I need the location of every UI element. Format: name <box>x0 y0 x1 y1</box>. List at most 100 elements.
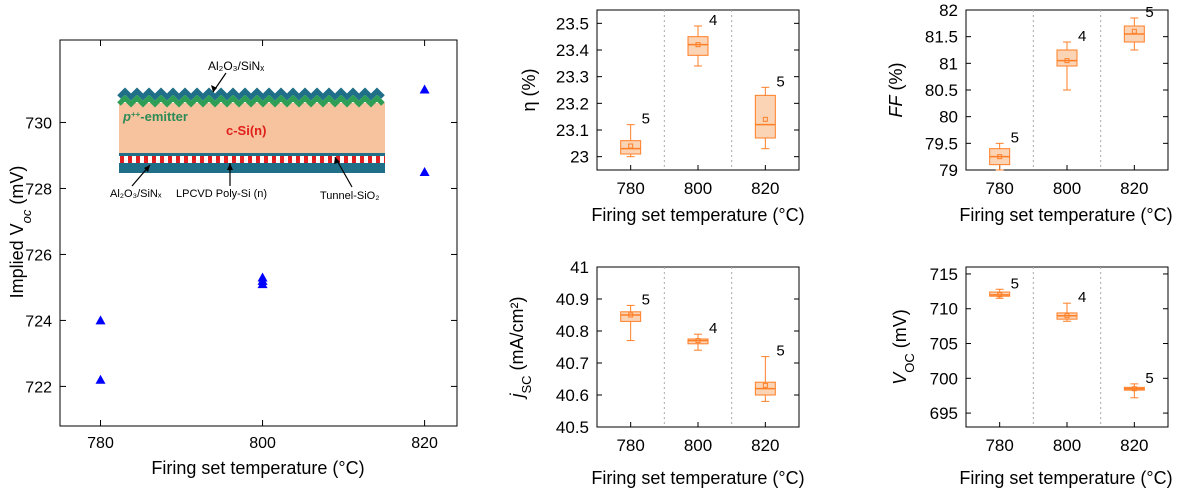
count-label: 5 <box>776 73 784 90</box>
y-tick-label: 724 <box>25 313 52 330</box>
axes-ticks: 780 800 820 722 724 726 728 730 <box>25 40 457 452</box>
iqr-box <box>754 94 776 139</box>
mean-marker <box>1131 28 1137 34</box>
triangle-marker <box>419 166 430 176</box>
triangle-marker <box>257 272 268 282</box>
mean-marker <box>762 382 768 388</box>
y-tick-label: 79.5 <box>925 134 958 153</box>
x-tick-label: 780 <box>985 436 1013 455</box>
x-tick-label: 780 <box>616 179 644 198</box>
chart-body: 695 700 705 710 715 780 800 820 5 4 5 <box>930 265 1168 455</box>
box-780: 5 <box>989 275 1019 299</box>
count-label: 5 <box>776 343 784 360</box>
box-800: 4 <box>1056 28 1086 91</box>
x-tick-label: 820 <box>411 435 438 452</box>
voc-chart: 695 700 705 710 715 780 800 820 5 4 5 VOC (mV) Fir… <box>890 265 1173 488</box>
layer-green-emitter <box>117 94 385 108</box>
mean-marker <box>628 312 634 318</box>
x-tick-label: 780 <box>985 179 1013 198</box>
x-axis-label: Firing set temperature (°C) <box>151 458 364 478</box>
count-label: 5 <box>1011 275 1019 292</box>
layer-teal-passivation <box>117 87 385 101</box>
y-tick-label: 23.2 <box>556 94 589 113</box>
y-tick-label: 80 <box>939 108 958 127</box>
y-tick-label: 730 <box>25 115 52 132</box>
x-tick-label: 800 <box>684 179 712 198</box>
cell-schematic-inset: Al₂O₃/SiNₓ p++-emitter c-Si(n) Al₂O₃/SiN… <box>110 59 385 202</box>
y-axis-label: Implied Voc (mV) <box>7 166 34 299</box>
iqr-box <box>687 36 709 56</box>
count-label: 4 <box>709 320 717 337</box>
x-axis-label: Firing set temperature (°C) <box>591 468 804 488</box>
count-label: 4 <box>1078 289 1086 306</box>
count-label: 4 <box>1078 28 1086 45</box>
y-tick-label: 710 <box>930 300 958 319</box>
y-tick-label: 726 <box>25 247 52 264</box>
x-tick-label: 820 <box>751 179 779 198</box>
layer-rear-passivation <box>119 163 385 173</box>
y-axis-label: VOC (mV) <box>890 309 917 385</box>
mean-marker <box>695 338 701 344</box>
x-tick-label: 800 <box>1053 179 1081 198</box>
mean-marker <box>997 292 1003 298</box>
mean-marker <box>1064 58 1070 64</box>
rear-passivation-label: Al₂O₃/SiNₓ <box>110 188 162 200</box>
y-tick-label: 695 <box>930 404 958 423</box>
triangle-marker <box>419 84 430 94</box>
y-tick-label: 41 <box>570 258 589 277</box>
box-820: 5 <box>754 73 785 150</box>
top-label-arrowhead <box>211 85 217 92</box>
mean-marker <box>762 116 768 122</box>
emitter-label: p++-emitter <box>122 109 188 124</box>
y-tick-label: 40.6 <box>556 386 589 405</box>
y-tick-label: 722 <box>25 379 52 396</box>
y-tick-label: 40.9 <box>556 290 589 309</box>
y-tick-label: 40.5 <box>556 418 589 437</box>
box-780: 5 <box>620 291 650 342</box>
tunnel-label-arrowhead <box>334 157 340 164</box>
y-tick-label: 23.3 <box>556 68 589 87</box>
box-800: 4 <box>687 12 717 67</box>
count-label: 5 <box>642 111 650 128</box>
triangle-marker <box>95 315 106 325</box>
y-tick-label: 80.5 <box>925 81 958 100</box>
x-tick-label: 800 <box>249 435 276 452</box>
box-820: 5 <box>754 343 785 402</box>
y-axis-label: jSC (mA/cm²) <box>507 296 534 400</box>
box-820: 5 <box>1123 370 1154 399</box>
count-label: 4 <box>709 12 717 29</box>
y-tick-label: 81.5 <box>925 28 958 47</box>
y-tick-label: 700 <box>930 369 958 388</box>
y-tick-label: 81 <box>939 54 958 73</box>
y-tick-label: 23 <box>570 148 589 167</box>
layer-tunnel-oxide <box>119 153 385 156</box>
box-820: 5 <box>1123 4 1154 51</box>
y-tick-label: 705 <box>930 335 958 354</box>
x-axis-label: Firing set temperature (°C) <box>959 468 1172 488</box>
efficiency-chart: 23 23.1 23.2 23.3 23.4 23.5 780 800 820 5 4 5 η (%)… <box>519 9 805 225</box>
count-label: 5 <box>1145 4 1153 21</box>
implied-voc-chart: Al₂O₃/SiNₓ p++-emitter c-Si(n) Al₂O₃/SiN… <box>7 39 458 478</box>
plot-frame <box>59 39 458 427</box>
box-800: 4 <box>1056 289 1086 322</box>
chart-body: 40.5 40.6 40.7 40.8 40.9 41 780 800 820 5 4 5 <box>556 258 799 455</box>
x-axis-label: Firing set temperature (°C) <box>959 205 1172 225</box>
plot-frame <box>965 266 1169 428</box>
mean-marker <box>997 154 1003 160</box>
y-tick-label: 23.1 <box>556 121 589 140</box>
mean-marker <box>1064 313 1070 319</box>
poly-si-label: LPCVD Poly-Si (n) <box>176 188 267 200</box>
bulk-label: c-Si(n) <box>226 123 266 138</box>
rear-label-arrowhead <box>144 165 150 172</box>
count-label: 5 <box>1145 370 1153 387</box>
y-tick-label: 40.8 <box>556 322 589 341</box>
mean-marker <box>628 143 634 149</box>
y-tick-label: 79 <box>939 161 958 180</box>
y-axis-label: η (%) <box>519 68 539 111</box>
layer-poly-si <box>119 156 385 163</box>
data-points <box>95 84 430 384</box>
y-tick-label: 23.5 <box>556 14 589 33</box>
x-tick-label: 800 <box>1053 436 1081 455</box>
box-780: 5 <box>620 111 650 158</box>
iqr-box <box>620 140 642 155</box>
